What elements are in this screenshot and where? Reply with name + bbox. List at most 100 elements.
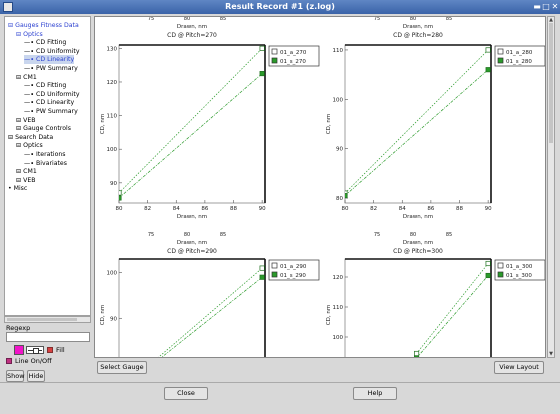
data-point[interactable] xyxy=(117,190,122,196)
line-toggle-label: Line On/Off xyxy=(15,357,52,365)
tree-item[interactable]: ⊟ CM1 xyxy=(16,73,37,82)
top-tick-label: 80 xyxy=(184,232,190,238)
data-point[interactable] xyxy=(259,274,265,280)
leaf-node-icon[interactable]: —∙ xyxy=(24,108,37,115)
tree-item[interactable]: ⊟ Gauges Fitness Data xyxy=(8,21,79,30)
tree-item[interactable]: ⊟ Search Data xyxy=(8,133,53,142)
leaf-node-icon[interactable]: —∙ xyxy=(24,151,37,158)
tree-item-label: PW Summary xyxy=(36,65,78,72)
close-icon[interactable]: ✕ xyxy=(551,2,559,11)
cd-chart-1[interactable]: 75 80 85 Drawn, nm CD @ Pitch=280 80 90 100 110 8… xyxy=(321,17,545,231)
plot-vertical-scrollbar[interactable]: ▲ ▼ xyxy=(547,16,555,358)
data-point[interactable] xyxy=(485,260,491,267)
fill-toggle-icon[interactable] xyxy=(47,347,53,353)
tree-item[interactable]: ⊟ CM1 xyxy=(16,167,37,176)
data-tree[interactable]: ⊟ Gauges Fitness Data ⊟ Optics —∙ CD Fitti… xyxy=(4,16,91,316)
tree-item[interactable]: ⊟ VEB xyxy=(16,176,36,185)
show-button[interactable]: Show xyxy=(6,370,25,382)
data-point[interactable] xyxy=(259,71,265,77)
tree-item-label: CD Uniformity xyxy=(36,90,80,98)
expand-collapse-icon[interactable]: ⊟ xyxy=(16,168,24,176)
close-button[interactable]: Close xyxy=(164,387,208,400)
data-point[interactable] xyxy=(259,45,265,51)
minimize-icon[interactable]: ▬ xyxy=(533,2,541,11)
tree-item-label: CD Uniformity xyxy=(36,47,80,55)
expand-collapse-icon[interactable]: ⊟ xyxy=(16,176,24,184)
regexp-input[interactable] xyxy=(6,332,90,342)
line-toggle-row[interactable]: Line On/Off xyxy=(6,357,52,367)
cd-chart-0[interactable]: 75 80 85 Drawn, nm CD @ Pitch=270 90 100 110 120… xyxy=(95,17,321,231)
fill-color-swatch[interactable] xyxy=(14,345,24,355)
x-tick-label: 90 xyxy=(259,206,266,212)
tree-item-label: CD Fitting xyxy=(36,82,67,90)
expand-collapse-icon[interactable]: ⊟ xyxy=(16,125,24,133)
leaf-node-icon[interactable]: —∙ xyxy=(24,47,37,55)
leaf-node-icon[interactable]: —∙ xyxy=(24,82,37,90)
leaf-node-icon[interactable]: —∙ xyxy=(24,159,37,167)
scroll-down-icon[interactable]: ▼ xyxy=(549,351,553,357)
tree-item[interactable]: —∙ CD Fitting xyxy=(24,38,66,47)
expand-collapse-icon[interactable]: ⊟ xyxy=(8,22,16,29)
tree-item[interactable]: ⊟ VEB xyxy=(16,116,36,125)
series-line xyxy=(158,267,263,357)
tree-item[interactable]: ⊟ Gauge Controls xyxy=(16,124,71,133)
data-point[interactable] xyxy=(414,355,420,358)
tree-item-label: CM1 xyxy=(23,73,37,81)
leaf-node-icon[interactable]: —∙ xyxy=(24,39,37,47)
tree-horizontal-scrollbar[interactable] xyxy=(4,316,91,323)
window-title: Result Record #1 (z.log) xyxy=(225,2,335,11)
line-style-icon[interactable] xyxy=(26,346,44,354)
scrollbar-thumb[interactable] xyxy=(549,23,553,143)
data-point[interactable] xyxy=(414,350,420,357)
top-tick-label: 75 xyxy=(148,17,154,22)
tree-item[interactable]: ⊟ Optics xyxy=(16,141,43,150)
cd-chart-2[interactable]: 75 80 85 Drawn, nm CD @ Pitch=290 90 100 CD, nm… xyxy=(95,231,321,357)
expand-collapse-icon[interactable]: ⊟ xyxy=(16,73,24,81)
scrollbar-thumb[interactable] xyxy=(7,318,77,321)
x-tick-label: 84 xyxy=(173,206,180,212)
hide-button[interactable]: Hide xyxy=(27,370,45,382)
view-layout-button[interactable]: View Layout xyxy=(494,361,544,374)
tree-item[interactable]: —∙ CD Linearity xyxy=(24,55,75,65)
tree-item-label: CM1 xyxy=(23,168,37,176)
tree-item-label: Gauge Controls xyxy=(23,125,71,133)
top-tick-label: 85 xyxy=(220,17,226,22)
x-tick-label: 88 xyxy=(456,206,463,212)
expand-collapse-icon[interactable]: ⊟ xyxy=(16,142,24,150)
data-point[interactable] xyxy=(485,272,491,279)
leaf-node-icon[interactable]: —∙ xyxy=(24,56,37,64)
tree-item[interactable]: —∙ PW Summary xyxy=(24,107,78,116)
expand-collapse-icon[interactable]: • xyxy=(8,185,14,193)
tree-item[interactable]: —∙ CD Uniformity xyxy=(24,47,80,56)
leaf-node-icon[interactable]: —∙ xyxy=(24,90,37,98)
tree-item[interactable]: • Misc xyxy=(8,184,27,193)
expand-collapse-icon[interactable]: ⊟ xyxy=(16,116,24,124)
maximize-icon[interactable]: □ xyxy=(542,2,550,11)
y-tick-label: 110 xyxy=(333,305,344,311)
data-point[interactable] xyxy=(343,193,348,199)
select-gauge-button[interactable]: Select Gauge xyxy=(97,361,147,374)
data-point[interactable] xyxy=(485,47,491,53)
tree-item[interactable]: —∙ CD Linearity xyxy=(24,98,74,107)
tree-item[interactable]: —∙ CD Uniformity xyxy=(24,90,80,99)
data-point[interactable] xyxy=(485,67,491,73)
tree-item[interactable]: ⊟ Optics xyxy=(16,30,43,39)
data-point[interactable] xyxy=(117,195,122,201)
expand-collapse-icon[interactable]: ⊟ xyxy=(16,30,24,38)
tree-item[interactable]: —∙ Bivariates xyxy=(24,159,67,168)
data-point[interactable] xyxy=(259,265,265,271)
scroll-up-icon[interactable]: ▲ xyxy=(549,17,553,23)
leaf-node-icon[interactable]: —∙ xyxy=(24,65,37,72)
x-tick-label: 80 xyxy=(116,206,123,212)
expand-collapse-icon[interactable]: ⊟ xyxy=(8,133,16,141)
top-axis-label: Drawn, nm xyxy=(177,240,207,246)
top-axis-label: Drawn, nm xyxy=(403,24,433,30)
x-axis-label: Drawn, nm xyxy=(177,214,207,220)
leaf-node-icon[interactable]: —∙ xyxy=(24,99,37,107)
tree-item[interactable]: —∙ CD Fitting xyxy=(24,81,66,90)
tree-item[interactable]: —∙ PW Summary xyxy=(24,64,78,73)
help-button[interactable]: Help xyxy=(353,387,397,400)
tree-item[interactable]: —∙ Iterations xyxy=(24,150,66,159)
line-toggle-icon[interactable] xyxy=(6,358,12,364)
